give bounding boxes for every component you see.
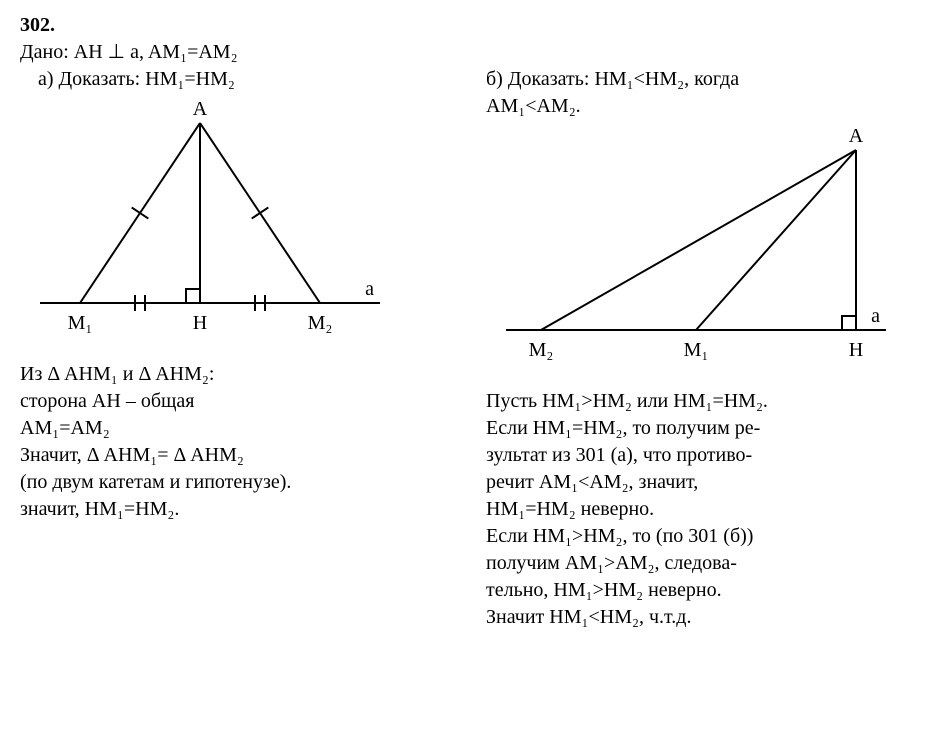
svg-text:M₁: M₁ (68, 312, 93, 334)
svg-text:a: a (365, 278, 374, 300)
proof-line: HM₁=HM₂ неверно. (486, 496, 916, 523)
svg-text:A: A (849, 125, 864, 147)
svg-text:A: A (193, 98, 208, 120)
b-proof: Пусть HM₁>HM₂ или HM₁=HM₂.Если HM₁=HM₂, … (486, 388, 916, 631)
proof-line: речит AM₁<AM₂, значит, (486, 469, 916, 496)
columns: а) Доказать: HM₁=HM₂ A M₁ H M₂ a Из Δ AHM₁ и… (20, 66, 906, 631)
a-diagram: A M₁ H M₂ a (20, 93, 450, 361)
page: 302. Дано: AH ⊥ a, AM₁=AM₂ а) Доказать: … (0, 0, 926, 651)
proof-line: значит, HM₁=HM₂. (20, 496, 450, 523)
proof-line: Значит, Δ AHM₁= Δ AHM₂ (20, 442, 450, 469)
proof-line: Если HM₁>HM₂, то (по 301 (б)) (486, 523, 916, 550)
given-text: AH ⊥ a, AM₁=AM₂ (74, 41, 238, 63)
proof-line: Если HM₁=HM₂, то получим ре- (486, 415, 916, 442)
proof-line: Из Δ AHM₁ и Δ AHM₂: (20, 361, 450, 388)
given-label: Дано: (20, 41, 69, 63)
b-prove-line1: б) Доказать: HM₁<HM₂, когда (486, 66, 916, 93)
column-a: а) Доказать: HM₁=HM₂ A M₁ H M₂ a Из Δ AHM₁ и… (20, 66, 450, 631)
proof-line: Пусть HM₁>HM₂ или HM₁=HM₂. (486, 388, 916, 415)
problem-number: 302. (20, 12, 906, 39)
proof-line: сторона AH – общая (20, 388, 450, 415)
b-diagram: A M₂ M₁ Ha (486, 120, 916, 388)
given: Дано: AH ⊥ a, AM₁=AM₂ (20, 39, 906, 66)
svg-text:H: H (849, 339, 863, 361)
a-proof: Из Δ AHM₁ и Δ AHM₂:сторона AH – общаяAM₁… (20, 361, 450, 523)
a-prove-text: HM₁=HM₂ (145, 68, 235, 90)
column-b: б) Доказать: HM₁<HM₂, когда AM₁<AM₂. A M₂… (486, 66, 916, 631)
b-prove-line2: AM₁<AM₂. (486, 93, 916, 120)
proof-line: (по двум катетам и гипотенузе). (20, 469, 450, 496)
proof-line: получим AM₁>AM₂, следова- (486, 550, 916, 577)
svg-text:M₂: M₂ (529, 339, 554, 361)
proof-line: Значит HM₁<HM₂, ч.т.д. (486, 604, 916, 631)
svg-text:H: H (193, 312, 207, 334)
proof-line: тельно, HM₁>HM₂ неверно. (486, 577, 916, 604)
a-prove: а) Доказать: HM₁=HM₂ (20, 66, 450, 93)
a-prove-label: а) Доказать: (38, 68, 140, 90)
proof-line: зультат из 301 (а), что противо- (486, 442, 916, 469)
svg-text:a: a (871, 305, 880, 327)
proof-line: AM₁=AM₂ (20, 415, 450, 442)
svg-text:M₁: M₁ (684, 339, 709, 361)
svg-text:M₂: M₂ (308, 312, 333, 334)
